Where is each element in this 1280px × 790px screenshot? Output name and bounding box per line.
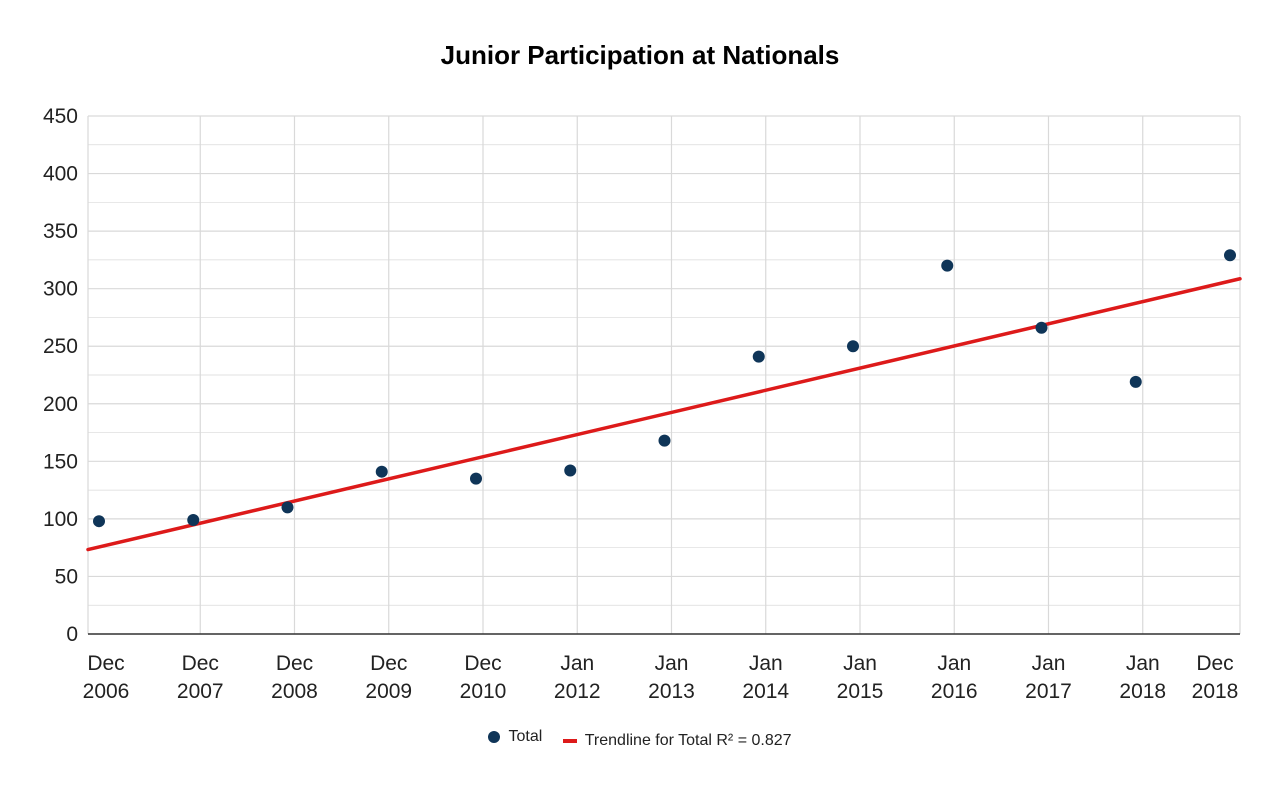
- y-tick-label: 250: [43, 335, 78, 358]
- chart-title: Junior Participation at Nationals: [440, 40, 840, 70]
- data-point: [187, 514, 200, 527]
- y-tick-label: 100: [43, 508, 78, 531]
- x-tick-label: Dec 2007: [177, 652, 224, 703]
- data-point: [470, 472, 482, 485]
- y-tick-label: 400: [43, 163, 78, 186]
- x-tick-label: Jan 2012: [554, 652, 601, 703]
- x-tick-label: Jan 2018: [1119, 652, 1166, 703]
- x-tick-label: Jan 2017: [1025, 652, 1072, 703]
- legend-label-total: Total: [508, 728, 543, 745]
- legend-item-trendline[interactable]: Trendline for Total R² = 0.827: [562, 732, 792, 750]
- data-point: [564, 464, 577, 477]
- y-tick-label: 200: [43, 393, 78, 416]
- data-point: [375, 465, 388, 478]
- data-point: [658, 434, 671, 447]
- points-layer: [93, 249, 1236, 528]
- legend-marker-line-icon: [562, 739, 577, 743]
- data-point: [93, 515, 105, 528]
- data-point: [1129, 375, 1142, 388]
- x-tick-label: Dec 2009: [365, 652, 412, 703]
- legend-label-trendline: Trendline for Total R² = 0.827: [584, 732, 792, 749]
- trendline-layer: [86, 277, 1242, 552]
- y-tick-label: 450: [43, 105, 78, 128]
- x-tick-label: Dec 2010: [460, 652, 507, 703]
- data-point: [752, 350, 765, 363]
- grid-layer: [87, 115, 1241, 635]
- y-tick-label: 350: [43, 220, 78, 243]
- data-point: [847, 340, 859, 353]
- y-tick-label: 50: [55, 565, 78, 588]
- x-tick-label: Jan 2016: [931, 652, 978, 703]
- x-axis-ticks: Dec 2006 Dec 2007 Dec 2008 Dec 2009 Dec 2010 Jan 20…: [83, 652, 1239, 703]
- x-tick-label: Dec 2018: [1192, 652, 1239, 703]
- x-tick-label: Jan 2013: [648, 652, 695, 703]
- y-tick-label: 150: [43, 450, 78, 473]
- x-tick-label: Jan 2015: [837, 652, 884, 703]
- trendline: [86, 277, 1242, 552]
- legend: Total Trendline for Total R² = 0.827: [0, 728, 1280, 750]
- legend-marker-dot-icon: [488, 731, 501, 743]
- x-tick-label: Dec 2008: [271, 652, 318, 703]
- legend-item-total[interactable]: Total: [488, 728, 542, 746]
- y-tick-label: 300: [43, 278, 78, 301]
- y-tick-label: 0: [66, 623, 78, 646]
- x-tick-label: Dec 2006: [83, 652, 130, 703]
- data-point: [941, 259, 954, 272]
- data-point: [1035, 321, 1048, 334]
- data-point: [1224, 249, 1236, 262]
- y-axis-ticks: 0 50 100 150 200 250 300 350 400 450: [43, 105, 78, 646]
- data-point: [281, 501, 294, 514]
- x-tick-label: Jan 2014: [742, 652, 789, 703]
